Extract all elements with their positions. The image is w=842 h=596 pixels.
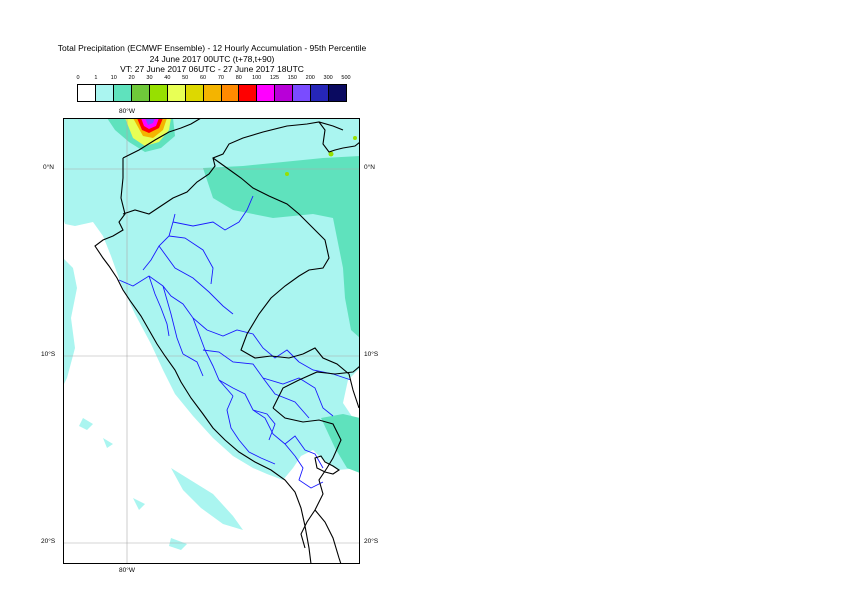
precipitation-map: 0°N 10°S 20°S 0°N 10°S 20°S 80°W 80°W	[41, 108, 378, 574]
legend-tick-label: 50	[182, 75, 189, 81]
map-svg	[63, 118, 360, 564]
lat-label-10s-right: 10°S	[364, 351, 379, 358]
legend-color-bar	[77, 84, 347, 102]
bolivia-chile-border	[314, 509, 342, 564]
lat-label-20s-right: 20°S	[364, 538, 379, 545]
chart-title-block: Total Precipitation (ECMWF Ensemble) - 1…	[0, 43, 424, 75]
legend-swatch	[257, 85, 276, 101]
legend-swatch	[149, 85, 168, 101]
legend-tick-label: 1	[94, 75, 98, 81]
peru-bolivia-border	[272, 407, 342, 549]
lon-label-bottom: 80°W	[119, 567, 135, 574]
lat-label-0n-left: 0°N	[43, 164, 54, 171]
title-line-3: VT: 27 June 2017 06UTC - 27 June 2017 18…	[120, 64, 304, 74]
ecuador-colombia-border	[122, 118, 202, 159]
legend-swatch	[113, 85, 132, 101]
precip-speck	[353, 136, 357, 140]
legend-tick-label: 300	[323, 75, 333, 81]
map-frame	[63, 118, 360, 564]
legend-swatch	[203, 85, 222, 101]
legend-tick-label: 60	[200, 75, 207, 81]
legend-tick-label: 80	[235, 75, 242, 81]
legend-tick-label: 200	[305, 75, 315, 81]
regional-boundaries	[118, 195, 352, 489]
lake-titicaca	[314, 455, 340, 475]
moderate-precip-southeast	[321, 414, 360, 473]
light-precip-coastal-west	[63, 258, 77, 386]
legend-tick-label: 125	[269, 75, 280, 81]
legend-swatch	[329, 85, 347, 101]
legend-tick-label: 40	[164, 75, 171, 81]
color-legend: 0 1 10 20 30 40 50 60 70 80 100 125 150 200 300 500	[76, 75, 367, 102]
title-line-2: 24 June 2017 00UTC (t+78,t+90)	[149, 53, 275, 64]
legend-swatch	[221, 85, 240, 101]
title-line-1: Total Precipitation (ECMWF Ensemble) - 1…	[57, 43, 367, 53]
legend-swatch	[293, 85, 312, 101]
coastline	[94, 158, 312, 564]
legend-tick-label: 20	[128, 75, 135, 81]
moderate-precip-north	[203, 156, 360, 218]
legend-swatch	[239, 85, 258, 101]
legend-swatch	[311, 85, 330, 101]
legend-tick-label: 0	[76, 75, 80, 81]
legend-swatch	[131, 85, 150, 101]
legend-tick-label: 500	[341, 75, 351, 81]
lon-label-top: 80°W	[119, 108, 135, 115]
legend-tick-label: 100	[252, 75, 262, 81]
precip-speck	[328, 151, 334, 157]
legend-tick-label: 70	[217, 75, 224, 81]
legend-tick-label: 30	[146, 75, 153, 81]
lat-label-0n-right: 0°N	[364, 164, 375, 171]
lat-label-20s-left: 20°S	[41, 538, 56, 545]
legend-swatch	[275, 85, 294, 101]
legend-swatch	[95, 85, 114, 101]
colombia-venezuela-border	[318, 121, 360, 153]
graticule	[63, 118, 360, 564]
peru-colombia-border	[212, 157, 330, 359]
brazil-bolivia-border	[272, 365, 360, 409]
legend-tick-labels: 0 1 10 20 30 40 50 60 70 80 100 125 150 200 300 500	[76, 75, 367, 84]
legend-tick-label: 10	[110, 75, 117, 81]
moderate-precip-east	[333, 218, 360, 338]
legend-swatch	[167, 85, 186, 101]
legend-swatch	[78, 85, 96, 101]
lat-label-10s-left: 10°S	[41, 351, 56, 358]
precip-core-purple	[145, 118, 155, 125]
country-boundaries	[94, 118, 360, 564]
peru-brazil-border	[302, 347, 360, 409]
legend-swatch	[185, 85, 204, 101]
precip-speck	[285, 172, 289, 176]
legend-tick-label: 150	[287, 75, 297, 81]
